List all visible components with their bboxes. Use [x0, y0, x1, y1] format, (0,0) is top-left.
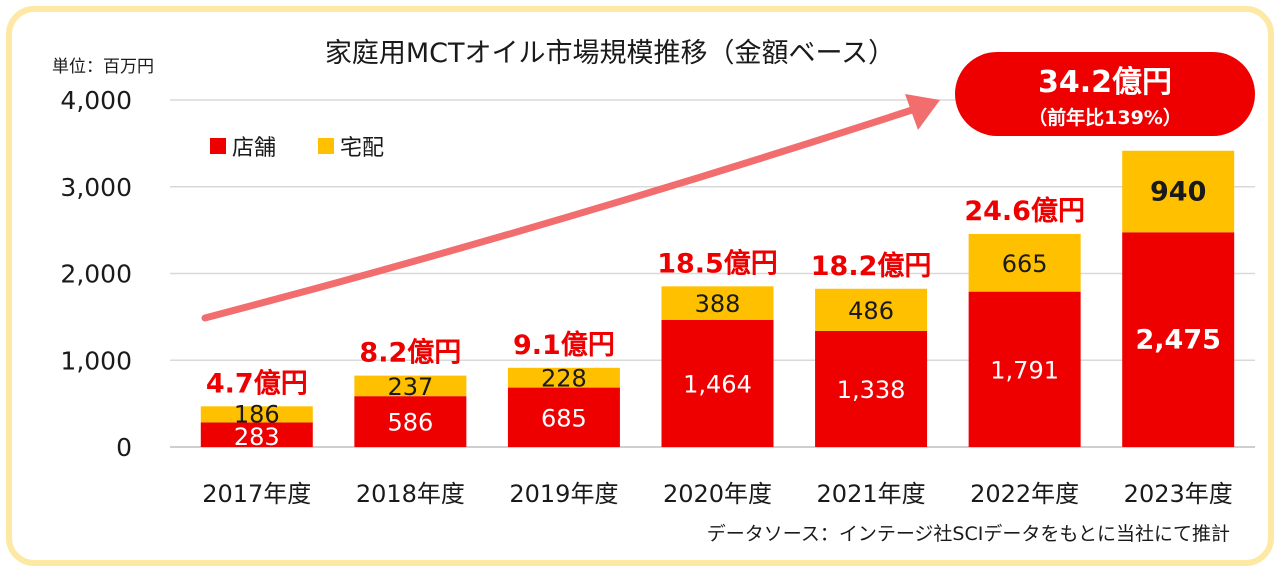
x-tick-label: 2020年度	[663, 480, 772, 508]
value-label-store: 2,475	[1136, 325, 1221, 356]
bar-store-5	[968, 291, 1081, 447]
legend-label-delivery: 宅配	[340, 136, 384, 161]
y-tick-label: 0	[116, 433, 132, 462]
x-tick-label: 2019年度	[509, 480, 618, 508]
y-tick-label: 4,000	[60, 86, 132, 115]
bar-delivery-5	[968, 233, 1081, 292]
total-label: 4.7億円	[206, 368, 308, 399]
bar-store-3	[661, 319, 774, 447]
legend-swatch-delivery	[318, 138, 334, 154]
bar-delivery-2	[507, 367, 620, 388]
trend-arrow	[201, 106, 916, 322]
value-label-delivery: 388	[695, 290, 741, 318]
callout-main: 34.2億円	[1038, 65, 1172, 100]
total-label: 8.2億円	[359, 338, 461, 369]
total-label: 18.5億円	[657, 248, 778, 279]
total-label: 9.1億円	[513, 330, 615, 361]
value-label-store: 586	[387, 409, 433, 437]
value-label-delivery: 940	[1150, 177, 1206, 208]
value-label-delivery: 228	[541, 365, 587, 393]
value-label-store: 1,464	[683, 370, 752, 398]
x-tick-label: 2022年度	[970, 480, 1079, 508]
unit-label: 単位：百万円	[52, 57, 154, 77]
bar-store-2	[507, 387, 620, 447]
value-label-delivery: 186	[234, 400, 280, 428]
y-tick-label: 1,000	[60, 346, 132, 375]
bar-store-1	[354, 396, 467, 447]
value-label-delivery: 665	[1002, 250, 1048, 278]
value-label-delivery: 237	[387, 373, 433, 401]
bar-delivery-6	[1122, 150, 1235, 233]
chart-title: 家庭用MCTオイル市場規模推移（金額ベース）	[325, 38, 895, 69]
total-label: 18.2億円	[811, 251, 932, 282]
x-tick-label: 2018年度	[356, 480, 465, 508]
y-tick-label: 2,000	[60, 260, 132, 289]
legend-swatch-store	[210, 138, 226, 154]
bar-store-6	[1122, 232, 1235, 447]
y-tick-label: 3,000	[60, 173, 132, 202]
legend-label-store: 店舗	[232, 136, 276, 161]
bar-delivery-4	[815, 288, 928, 331]
callout-badge	[955, 52, 1255, 136]
source-note: データソース：インテージ社SCIデータをもとに当社にて推計	[707, 523, 1230, 545]
bar-store-0	[200, 422, 313, 447]
callout-sub: （前年比139%）	[1028, 106, 1182, 129]
value-label-store: 1,791	[990, 356, 1059, 384]
x-tick-label: 2017年度	[202, 480, 311, 508]
trend-arrow-head	[905, 94, 940, 130]
bar-delivery-0	[200, 406, 313, 423]
value-label-delivery: 486	[848, 297, 894, 325]
value-label-store: 283	[234, 423, 280, 451]
value-label-store: 685	[541, 404, 587, 432]
total-label: 24.6億円	[964, 196, 1085, 227]
x-tick-label: 2021年度	[817, 480, 926, 508]
bar-delivery-3	[661, 286, 774, 320]
bar-delivery-1	[354, 375, 467, 397]
x-tick-label: 2023年度	[1124, 480, 1233, 508]
value-label-store: 1,338	[837, 376, 906, 404]
bar-store-4	[815, 330, 928, 447]
